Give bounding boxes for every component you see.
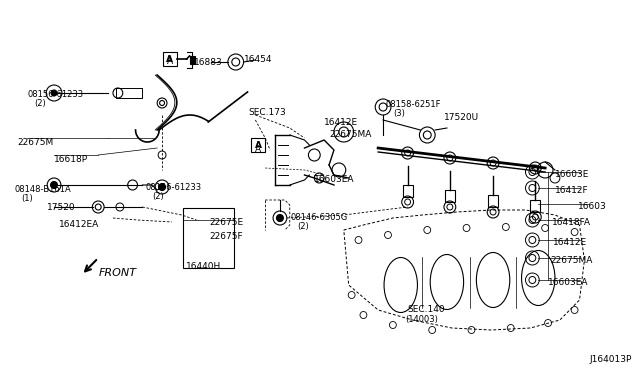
Text: 22675MA: 22675MA — [329, 130, 371, 139]
Text: A: A — [255, 145, 261, 154]
Text: 16603E: 16603E — [555, 170, 589, 179]
Text: 22675MA: 22675MA — [550, 256, 593, 265]
Circle shape — [276, 215, 284, 221]
Text: 16454: 16454 — [244, 55, 272, 64]
Text: 16618P: 16618P — [54, 155, 88, 164]
Circle shape — [51, 90, 57, 96]
Text: 16412EA: 16412EA — [59, 220, 99, 229]
Bar — [182, 208, 234, 268]
Text: 16412F: 16412F — [555, 186, 589, 195]
Text: A: A — [255, 141, 262, 150]
Circle shape — [159, 183, 166, 190]
Text: 16603EA: 16603EA — [548, 278, 589, 287]
Text: (2): (2) — [152, 192, 164, 201]
Text: A: A — [167, 57, 173, 66]
Text: 16883: 16883 — [193, 58, 222, 67]
Text: (3): (3) — [393, 109, 404, 118]
Text: SEC.173: SEC.173 — [248, 108, 286, 117]
Bar — [445, 190, 455, 202]
Bar — [163, 52, 177, 66]
Bar — [189, 56, 195, 64]
Text: 08156-61233: 08156-61233 — [145, 183, 202, 192]
Text: 16603: 16603 — [577, 202, 606, 211]
Text: (1): (1) — [22, 194, 33, 203]
Text: FRONT: FRONT — [98, 268, 136, 278]
Text: 16412E: 16412E — [324, 118, 358, 127]
Text: 16603EA: 16603EA — [314, 175, 355, 184]
Bar — [531, 200, 540, 212]
Text: (2): (2) — [35, 99, 46, 108]
Text: 17520: 17520 — [47, 203, 76, 212]
Bar — [488, 195, 498, 207]
Text: 08158-6251F: 08158-6251F — [385, 100, 440, 109]
Text: (14003): (14003) — [406, 315, 438, 324]
Text: 22675E: 22675E — [209, 218, 243, 227]
Text: 22675F: 22675F — [209, 232, 243, 241]
Text: 17520U: 17520U — [444, 113, 479, 122]
Text: 16412E: 16412E — [553, 238, 587, 247]
Bar — [403, 185, 413, 197]
Text: 16440H: 16440H — [186, 262, 221, 271]
Text: 16418FA: 16418FA — [552, 218, 591, 227]
Text: 08156-61233: 08156-61233 — [28, 90, 84, 99]
Text: 22675M: 22675M — [18, 138, 54, 147]
Text: J164013P: J164013P — [589, 355, 632, 364]
Text: SEC.140: SEC.140 — [408, 305, 445, 314]
Circle shape — [51, 182, 58, 189]
Text: 08146-6305G: 08146-6305G — [291, 213, 348, 222]
Text: 08148-B161A: 08148-B161A — [15, 185, 72, 194]
Text: (2): (2) — [298, 222, 309, 231]
Text: A: A — [166, 55, 173, 64]
Bar — [252, 138, 265, 152]
